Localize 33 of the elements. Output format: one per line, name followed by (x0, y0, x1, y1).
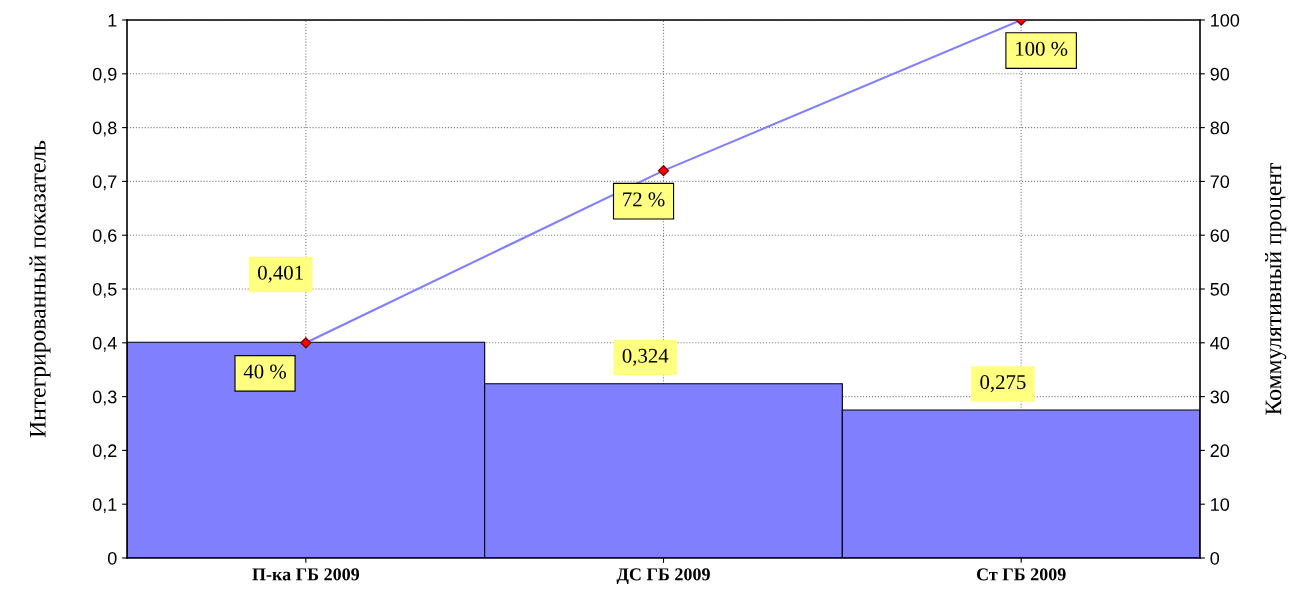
y2-tick-label: 20 (1210, 444, 1230, 458)
y2-tick-label: 90 (1210, 67, 1230, 81)
data-label: 100 % (1016, 41, 1068, 56)
y2-tick-label: 100 (1211, 13, 1240, 27)
y-tick-label: 0,2 (92, 444, 117, 460)
y-tick-label: 0,8 (92, 121, 117, 137)
y-axis-title: Интегрированный показатель (29, 140, 51, 438)
y2-tick-label: 30 (1210, 390, 1230, 404)
x-tick-label: Ст ГБ 2009 (976, 568, 1066, 581)
y-tick-label: 0,9 (92, 67, 117, 83)
y-tick-label: 0,4 (92, 336, 117, 352)
y2-tick-label: 70 (1210, 175, 1230, 189)
data-label: 0,324 (622, 348, 669, 366)
y-tick-label: 0,7 (92, 175, 117, 191)
y-tick-label: 0,1 (92, 498, 117, 514)
y2-axis-title: Коммулятивный процент (1265, 163, 1287, 415)
data-label: 72 % (623, 192, 665, 207)
y2-tick-label: 50 (1210, 282, 1230, 296)
y-tick-label: 1 (108, 14, 117, 27)
x-tick-label: ДС ГБ 2009 (616, 568, 710, 585)
x-tick-label: П-ка ГБ 2009 (252, 568, 360, 581)
data-label: 0,401 (258, 265, 303, 283)
y2-tick-label: 40 (1210, 336, 1230, 350)
y2-tick-label: 80 (1210, 121, 1230, 135)
data-label: 0,275 (980, 375, 1026, 393)
y2-tick-label: 10 (1211, 498, 1230, 511)
y-tick-label: 0 (107, 551, 117, 565)
y-tick-label: 0,5 (92, 282, 117, 298)
y-tick-label: 0,6 (92, 229, 117, 245)
y2-tick-label: 60 (1210, 229, 1230, 242)
y2-tick-label: 0 (1210, 551, 1220, 565)
y-tick-label: 0,3 (92, 390, 117, 406)
data-label: 40 % (243, 364, 287, 379)
